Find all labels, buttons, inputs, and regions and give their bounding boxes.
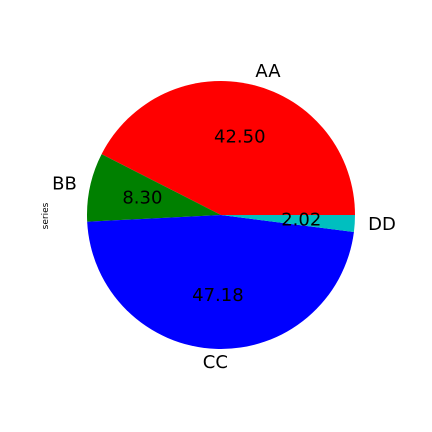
slice-label-cc: CC <box>203 352 228 373</box>
pie-slice-bb <box>87 154 221 222</box>
slice-percent-cc: 47.18 <box>192 285 244 306</box>
slice-percent-bb: 8.30 <box>122 188 162 209</box>
slice-label-dd: DD <box>368 214 396 235</box>
slice-percent-dd: 2.02 <box>281 210 321 231</box>
slice-label-aa: AA <box>255 61 281 82</box>
pie-slice-dd <box>221 215 355 232</box>
pie-labels: AA 42.50 BB 8.30 CC 47.18 DD 2.02 <box>52 61 396 373</box>
y-axis-label: series <box>41 202 51 229</box>
pie-slice-cc <box>87 215 354 349</box>
pie-slices <box>87 80 355 349</box>
pie-slice-aa <box>101 80 355 215</box>
slice-label-bb: BB <box>52 174 77 195</box>
slice-percent-aa: 42.50 <box>214 126 266 147</box>
